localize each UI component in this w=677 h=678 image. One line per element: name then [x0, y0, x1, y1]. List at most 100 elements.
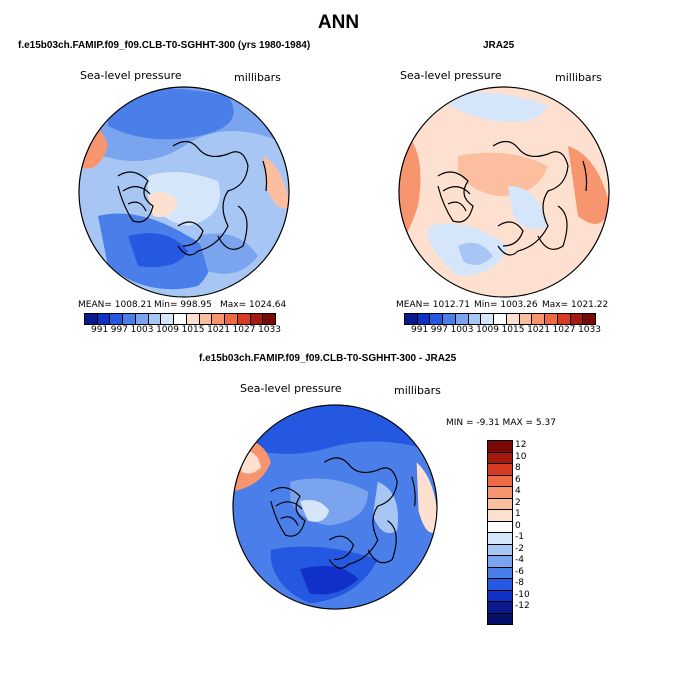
colorbar-tick-label: 991	[91, 325, 109, 335]
colorbar-swatch	[545, 314, 558, 324]
colorbar-tick-label: 997	[430, 325, 448, 335]
colorbar-swatch	[85, 314, 98, 324]
colorbar-swatch	[417, 314, 431, 324]
right-panel-title: JRA25	[483, 40, 515, 51]
right-units-label: millibars	[555, 71, 602, 84]
colorbar-swatch	[405, 314, 418, 324]
colorbar-swatch	[557, 314, 571, 324]
left-variable-label: Sea-level pressure	[80, 69, 182, 82]
colorbar-swatch	[455, 314, 469, 324]
diff-colorbar-swatch	[488, 475, 512, 487]
diff-colorbar-tick-label: 4	[515, 486, 521, 496]
right-colorbar	[404, 313, 596, 325]
right-colorbar-ticks: 991 997 1003 1009 1015 1021 1027 1033	[411, 325, 601, 335]
colorbar-swatch	[225, 314, 238, 324]
colorbar-tick-label: 1033	[578, 325, 601, 335]
left-units-label: millibars	[234, 71, 281, 84]
diff-colorbar-ticks: 12 10 8 6 4 2 1 0 -1 -2 -4 -6 -8 -10 -12	[515, 440, 530, 613]
colorbar-tick-label: 997	[110, 325, 128, 335]
left-colorbar-ticks: 991 997 1003 1009 1015 1021 1027 1033	[91, 325, 281, 335]
colorbar-tick-label: 1027	[232, 325, 256, 335]
diff-units-label: millibars	[394, 384, 441, 397]
diff-minmax-stat: MIN = -9.31 MAX = 5.37	[446, 418, 556, 428]
left-panel-title: f.e15b03ch.FAMIP.f09_f09.CLB-T0-SGHHT-30…	[18, 40, 311, 51]
diff-colorbar-tick-label: 1	[515, 509, 521, 519]
colorbar-tick-label: 1015	[501, 325, 525, 335]
diff-colorbar-swatch	[488, 510, 512, 522]
diff-colorbar-tick-label: -8	[515, 578, 524, 588]
colorbar-swatch	[519, 314, 533, 324]
colorbar-tick-label: 1003	[450, 325, 474, 335]
diff-colorbar-tick-label: -12	[515, 601, 530, 611]
colorbar-swatch	[532, 314, 546, 324]
colorbar-swatch	[570, 314, 584, 324]
diff-colorbar-swatch	[488, 579, 512, 591]
left-colorbar	[84, 313, 276, 325]
diff-colorbar-swatch	[488, 487, 512, 499]
diff-colorbar-tick-label: -1	[515, 532, 524, 542]
colorbar-tick-label: 991	[411, 325, 429, 335]
diff-colorbar-swatch	[488, 544, 512, 556]
colorbar-swatch	[186, 314, 200, 324]
right-variable-label: Sea-level pressure	[400, 69, 502, 82]
diff-colorbar-swatch	[488, 533, 512, 545]
diff-colorbar-swatch	[488, 567, 512, 579]
colorbar-swatch	[212, 314, 226, 324]
colorbar-swatch	[135, 314, 149, 324]
diff-colorbar-tick-label: 10	[515, 451, 527, 462]
diff-colorbar-tick-label: 2	[515, 497, 521, 508]
colorbar-swatch	[468, 314, 482, 324]
colorbar-swatch	[506, 314, 520, 324]
diff-colorbar-tick-label: -10	[515, 589, 530, 600]
diff-colorbar-tick-label: 6	[515, 474, 521, 485]
diff-colorbar-swatch	[488, 464, 512, 476]
colorbar-tick-label: 1021	[527, 325, 550, 335]
right-min-stat: Min= 1003.26	[474, 300, 538, 310]
colorbar-swatch	[148, 314, 162, 324]
left-polar-map	[78, 86, 290, 298]
figure-title: ANN	[317, 12, 360, 33]
colorbar-swatch	[481, 314, 495, 324]
left-mean-stat: MEAN= 1008.21	[78, 300, 152, 310]
colorbar-tick-label: 1015	[181, 325, 205, 335]
right-max-stat: Max= 1021.22	[542, 300, 609, 310]
colorbar-tick-label: 1003	[130, 325, 154, 335]
diff-colorbar	[487, 440, 513, 625]
diff-colorbar-swatch	[488, 441, 512, 453]
colorbar-swatch	[123, 314, 136, 324]
colorbar-tick-label: 1033	[258, 325, 281, 335]
diff-colorbar-tick-label: 12	[515, 440, 527, 450]
diff-variable-label: Sea-level pressure	[240, 382, 342, 395]
colorbar-swatch	[174, 314, 187, 324]
diff-colorbar-swatch	[488, 602, 512, 614]
right-polar-map	[398, 86, 610, 298]
diff-panel-title: f.e15b03ch.FAMIP.f09_f09.CLB-T0-SGHHT-30…	[199, 353, 457, 364]
diff-colorbar-swatch	[488, 556, 512, 568]
colorbar-swatch	[237, 314, 251, 324]
colorbar-tick-label: 1009	[476, 325, 499, 335]
diff-colorbar-swatch	[488, 613, 512, 624]
colorbar-tick-label: 1009	[156, 325, 179, 335]
colorbar-swatch	[583, 314, 596, 324]
colorbar-swatch	[494, 314, 507, 324]
right-mean-stat: MEAN= 1012.71	[396, 300, 470, 310]
diff-colorbar-swatch	[488, 590, 512, 602]
diff-colorbar-tick-label: -2	[515, 543, 524, 554]
colorbar-swatch	[199, 314, 213, 324]
diff-colorbar-swatch	[488, 498, 512, 510]
diff-colorbar-swatch	[488, 452, 512, 464]
left-max-stat: Max= 1024.64	[220, 300, 287, 310]
diff-colorbar-tick-label: 0	[515, 520, 521, 531]
diff-colorbar-tick-label: -4	[515, 555, 524, 565]
colorbar-swatch	[430, 314, 444, 324]
colorbar-tick-label: 1027	[552, 325, 576, 335]
diff-colorbar-tick-label: -6	[515, 566, 524, 577]
diff-polar-map	[232, 404, 438, 610]
diff-colorbar-tick-label: 8	[515, 463, 521, 473]
diff-colorbar-swatch	[488, 521, 512, 533]
colorbar-swatch	[97, 314, 111, 324]
colorbar-swatch	[250, 314, 264, 324]
colorbar-swatch	[443, 314, 456, 324]
colorbar-swatch	[263, 314, 276, 324]
colorbar-swatch	[161, 314, 175, 324]
